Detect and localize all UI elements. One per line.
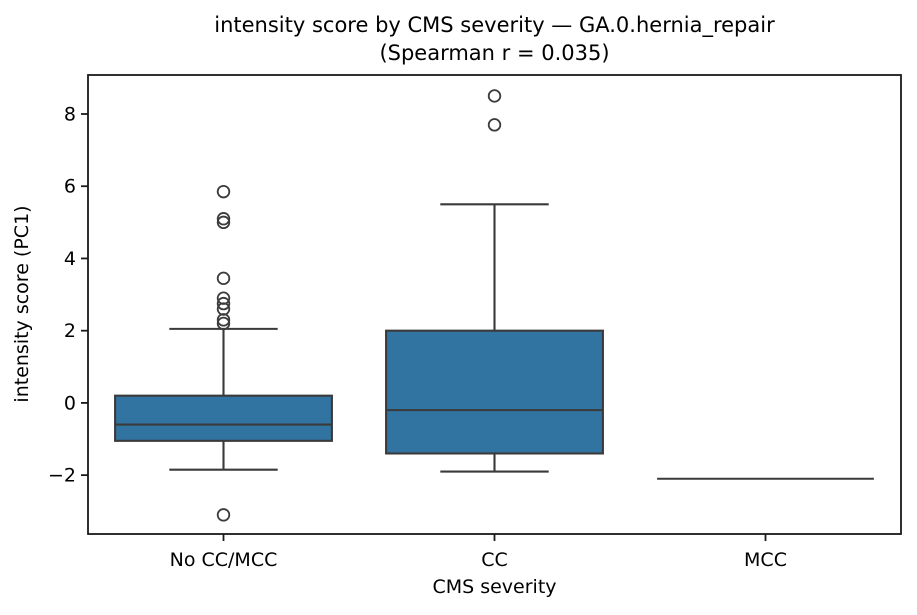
y-tick-label: −2	[48, 465, 76, 487]
box	[385, 329, 604, 455]
chart-title-line2: (Spearman r = 0.035)	[379, 41, 610, 65]
outlier-point	[216, 184, 231, 199]
y-tick-label: 2	[64, 320, 76, 342]
outlier-point	[216, 316, 231, 331]
outlier-point	[487, 89, 502, 103]
chart-title: intensity score by CMS severity — GA.0.h…	[88, 11, 901, 67]
outlier-point	[216, 313, 231, 327]
outlier-point	[216, 212, 231, 226]
y-tick-label: 8	[64, 104, 76, 126]
x-axis-label: CMS severity	[432, 576, 557, 598]
outlier-point	[216, 215, 231, 230]
y-tick-label: 6	[64, 176, 76, 198]
box	[114, 394, 333, 442]
outlier-point	[216, 271, 231, 286]
x-tick-label: No CC/MCC	[170, 549, 278, 571]
y-tick-label: 0	[64, 392, 76, 414]
chart-title-line1: intensity score by CMS severity — GA.0.h…	[214, 13, 775, 37]
x-tick-label: MCC	[744, 549, 787, 571]
y-tick-label: 4	[64, 248, 76, 270]
outlier-point	[216, 508, 231, 522]
outlier-point	[487, 118, 502, 132]
outlier-point	[216, 296, 231, 311]
x-tick-label: CC	[481, 549, 508, 571]
